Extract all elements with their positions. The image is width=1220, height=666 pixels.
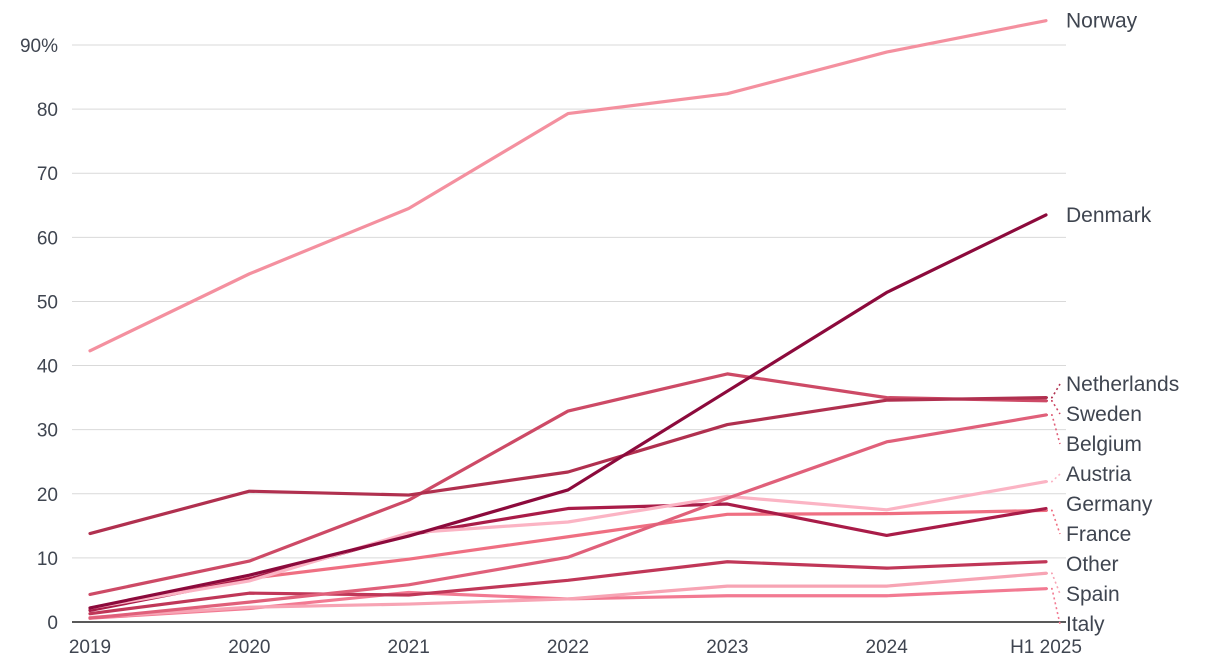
series-label-netherlands: Netherlands (1066, 373, 1179, 396)
y-tick-label: 60 (37, 228, 58, 249)
series-label-belgium: Belgium (1066, 433, 1142, 456)
series-line-spain (88, 571, 1048, 620)
series-line-other (88, 560, 1048, 616)
label-leader-austria (1046, 473, 1061, 483)
y-tick-label: 0 (47, 613, 58, 634)
series-line-sweden (88, 372, 1048, 597)
y-tick-label: 20 (37, 485, 58, 506)
series-label-spain: Spain (1066, 583, 1120, 606)
series-line-denmark (88, 213, 1048, 610)
x-tick-label: H1 2025 (1010, 637, 1082, 658)
x-tick-label: 2024 (866, 637, 909, 658)
y-tick-label: 50 (37, 292, 58, 313)
label-leader-spain (1046, 572, 1061, 595)
label-leader-france (1046, 509, 1061, 535)
x-tick-label: 2022 (547, 637, 589, 658)
series-label-denmark: Denmark (1066, 204, 1152, 227)
x-axis-ticks: 2019 2020 2021 2022 2023 2024 H1 2025 (69, 637, 1082, 658)
series-labels: Norway Denmark Netherlands Sweden Belgium Aus… (1066, 10, 1179, 636)
y-tick-label: 70 (37, 164, 58, 185)
label-leader-italy (1046, 587, 1061, 625)
series-line-netherlands (88, 396, 1048, 536)
y-tick-label: 30 (37, 421, 58, 442)
series-lines (88, 19, 1048, 620)
y-tick-label: 80 (37, 100, 58, 121)
y-tick-label: 10 (37, 549, 58, 570)
label-leader-sweden (1046, 400, 1061, 415)
series-line-austria (88, 479, 1048, 610)
label-leader-belgium (1046, 414, 1061, 445)
x-tick-label: 2019 (69, 637, 111, 658)
y-tick-label: 40 (37, 357, 58, 378)
series-label-germany: Germany (1066, 493, 1153, 516)
y-axis-ticks: 0 10 20 30 40 50 60 70 80 90% (20, 36, 58, 634)
series-line-norway (88, 19, 1048, 353)
x-tick-label: 2021 (388, 637, 430, 658)
x-tick-label: 2020 (228, 637, 270, 658)
series-line-germany (88, 502, 1048, 613)
series-label-other: Other (1066, 553, 1119, 576)
series-label-norway: Norway (1066, 10, 1138, 33)
series-line-belgium (88, 413, 1048, 620)
series-label-austria: Austria (1066, 463, 1132, 486)
label-leaders (1046, 383, 1061, 625)
series-label-france: France (1066, 523, 1131, 546)
x-tick-label: 2023 (706, 637, 748, 658)
y-tick-label: 90% (20, 36, 58, 57)
label-leader-netherlands (1046, 383, 1061, 399)
series-label-sweden: Sweden (1066, 403, 1142, 426)
series-label-italy: Italy (1066, 613, 1105, 636)
